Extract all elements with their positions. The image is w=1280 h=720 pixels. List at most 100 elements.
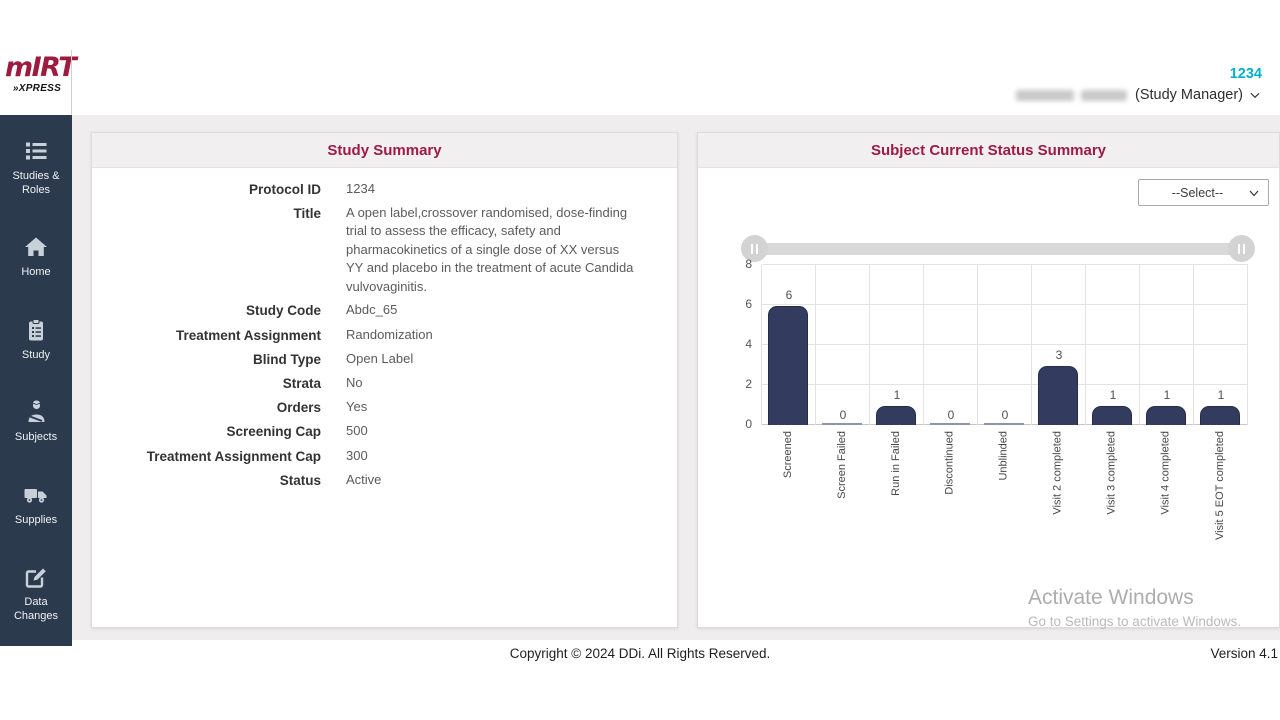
sidebar-item-label: Supplies [14,513,58,526]
app-logo[interactable]: mIRT »XPRESS [5,53,77,95]
field-value: Randomization [346,326,433,342]
status-summary-panel: Subject Current Status Summary --Select-… [697,132,1280,628]
sidebar-item-label: Subjects [14,431,58,443]
bar-value-label: 3 [1055,348,1063,362]
bar-unblinded [984,423,1024,425]
bar-value-label: 0 [947,408,955,422]
field-row: Protocol ID 1234 [92,177,677,201]
field-value: 500 [346,423,368,439]
slider-handle-right[interactable] [1228,235,1255,262]
field-row: Study Code Abdc_65 [92,299,677,323]
chart-range-slider[interactable] [741,235,1255,262]
sidebar-item-subjects[interactable]: Subjects [0,399,72,445]
bar-value-label: 0 [1001,408,1009,422]
field-row: Title A open label,crossover randomised, … [92,201,677,299]
bar-value-label: 1 [1163,388,1171,402]
field-row: Blind Type Open Label [92,347,677,371]
x-tick-label: Visit 4 completed [1160,431,1172,515]
protocol-id-badge: 1234 [1229,66,1262,82]
chart-column [1086,265,1140,425]
chart-column [978,265,1032,425]
x-tick-label: Run in Failed [890,431,902,496]
sidebar-item-data-changes[interactable]: Data Changes [0,565,72,623]
bar-value-label: 1 [893,388,901,402]
home-icon [24,235,48,259]
bar-visit-2-completed [1038,366,1078,425]
app-logo-subtext: »XPRESS [12,83,62,94]
bar-visit-5-eot-completed [1200,406,1240,425]
field-row: Screening Cap 500 [92,420,677,444]
field-label: Treatment Assignment Cap [146,448,321,464]
bar-discontinued [930,423,970,425]
field-value: Yes [346,399,368,415]
chevron-down-icon [1250,92,1260,99]
sidebar-item-label: Studies & Roles [12,170,60,196]
chart-column [924,265,978,425]
bar-value-label: 0 [839,408,847,422]
study-summary-title: Study Summary [92,133,677,168]
bar-value-label: 1 [1217,388,1225,402]
header-divider [71,50,72,115]
x-tick-label: Unblinded [998,431,1010,481]
slider-handle-left[interactable] [741,235,768,262]
field-value: Abdc_65 [346,302,398,318]
gridline [762,344,1248,345]
field-label: Orders [276,400,321,416]
y-tick-label: 4 [745,337,752,351]
y-tick-label: 8 [745,257,752,271]
y-tick-label: 6 [745,297,752,311]
field-label: Title [293,205,321,221]
x-tick-label: Screened [782,431,794,479]
field-value: A open label,crossover randomised, dose-… [346,204,634,294]
study-summary-panel: Study Summary Protocol ID 1234 Title A open… [91,132,678,628]
gridline [762,384,1248,385]
field-label: Blind Type [252,351,321,367]
sidebar-item-label: Study [21,348,51,361]
user-role-label: (Study Manager) [1135,87,1243,103]
status-filter-value: --Select-- [1171,185,1224,200]
bar-visit-4-completed [1146,406,1186,425]
sidebar-item-supplies[interactable]: Supplies [0,483,72,528]
gridline [762,304,1248,305]
chart-x-axis: Screened Screen Failed Run in Failed Discon… [761,431,1247,581]
sidebar-item-study[interactable]: Study [0,318,72,363]
patient-icon [24,399,48,424]
field-label: Strata [282,376,321,392]
field-label: Treatment Assignment [175,327,321,343]
bar-visit-3-completed [1092,406,1132,425]
field-label: Study Code [245,303,321,319]
chart-column [1032,265,1086,425]
sidebar-item-home[interactable]: Home [0,235,72,280]
field-row: Treatment Assignment Cap 300 [92,444,677,468]
field-value: No [346,375,363,391]
edit-icon [24,565,48,589]
study-summary-fields: Protocol ID 1234 Title A open label,crossov… [92,168,677,492]
field-row: Orders Yes [92,396,677,420]
user-menu[interactable]: (Study Manager) [1016,87,1262,103]
bar-run-in-failed [876,406,916,425]
footer-copyright: Copyright © 2024 DDi. All Rights Reserve… [509,646,771,661]
field-value: 300 [346,447,368,463]
status-filter-select[interactable]: --Select-- [1138,179,1269,206]
sidebar-item-studies-roles[interactable]: Studies & Roles [0,139,72,197]
field-label: Screening Cap [226,424,321,440]
chart-column [762,265,816,425]
list-icon [23,139,49,163]
x-tick-label: Discontinued [944,431,956,495]
field-label: Status [279,472,321,488]
x-tick-label: Visit 2 completed [1052,431,1064,515]
chevron-down-icon [1249,190,1259,196]
y-tick-label: 0 [745,417,752,431]
field-row: Strata No [92,371,677,395]
bar-screened [768,306,808,425]
field-value: Open Label [346,350,414,366]
clipboard-icon [24,318,48,342]
chart-column [816,265,870,425]
x-tick-label: Screen Failed [836,431,848,499]
field-row: Treatment Assignment Randomization [92,323,677,347]
top-header: mIRT »XPRESS 1234 (Study Manager) [0,0,1280,115]
chart-column [1194,265,1248,425]
x-tick-label: Visit 5 EOT completed [1214,431,1226,541]
status-bar-chart: 6 0 1 0 0 3 1 1 1 [761,264,1248,425]
footer-version: Version 4.1 [1210,646,1278,661]
